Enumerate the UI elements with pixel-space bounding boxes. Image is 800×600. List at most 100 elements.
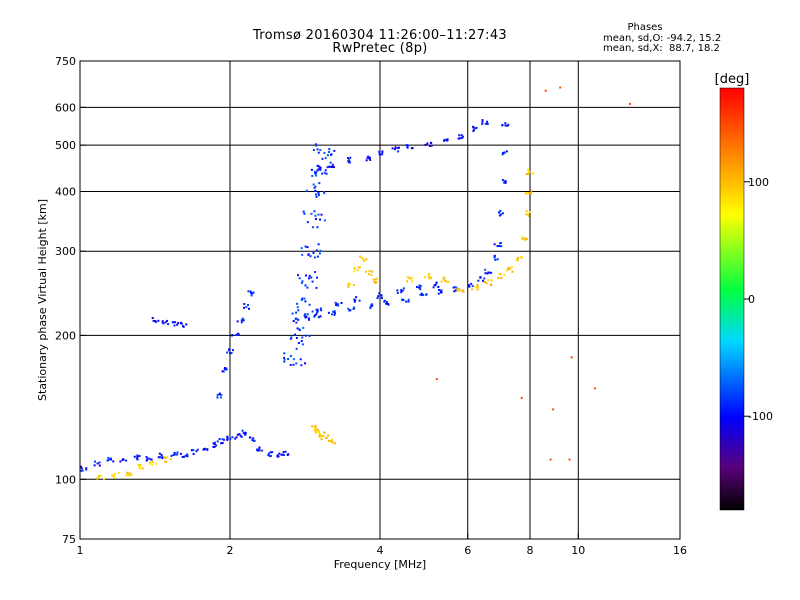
data-point (475, 126, 478, 129)
data-point (218, 392, 221, 395)
data-point (498, 211, 501, 214)
data-point (378, 292, 381, 295)
data-point (221, 370, 224, 373)
data-point (284, 450, 287, 453)
data-point (314, 185, 317, 188)
data-point (316, 308, 319, 311)
data-point (300, 247, 303, 250)
data-point (402, 287, 405, 290)
colorbar-tick-label: -100 (748, 410, 773, 423)
data-point (128, 472, 131, 475)
data-point (276, 454, 279, 457)
data-point (125, 459, 128, 462)
data-point (220, 442, 223, 445)
data-point (314, 214, 317, 217)
data-point (216, 396, 219, 399)
data-point (472, 125, 475, 128)
data-point (516, 259, 519, 262)
data-point (149, 458, 152, 461)
data-point (333, 442, 336, 445)
data-point (308, 303, 311, 306)
data-point (484, 268, 487, 271)
data-point (318, 315, 320, 318)
y-tick-label: 100 (55, 473, 76, 486)
data-point (484, 272, 487, 275)
data-point (316, 165, 319, 167)
data-point (317, 213, 320, 216)
data-point (251, 292, 254, 295)
data-point (503, 181, 506, 184)
data-point (174, 321, 177, 324)
data-point (501, 153, 504, 156)
data-point (347, 307, 350, 310)
data-point (311, 425, 314, 428)
data-point (234, 437, 237, 440)
data-point (489, 283, 492, 286)
data-point (504, 124, 507, 127)
data-point (484, 122, 487, 125)
data-point (353, 267, 356, 270)
data-point (319, 218, 321, 221)
data-point (496, 245, 499, 248)
data-point (161, 320, 164, 323)
data-point (498, 273, 501, 275)
data-point (303, 314, 306, 317)
y-tick-label: 500 (55, 139, 76, 152)
data-point (462, 290, 465, 293)
data-point (230, 334, 233, 337)
data-point (323, 171, 326, 174)
data-point (302, 210, 305, 213)
data-point (306, 246, 309, 249)
data-point (324, 157, 327, 160)
data-point (330, 153, 332, 156)
data-point (282, 451, 285, 453)
data-point (508, 267, 511, 270)
data-point (173, 324, 176, 327)
data-point (321, 172, 324, 175)
data-point (258, 447, 261, 450)
data-point (445, 280, 448, 283)
data-point (296, 302, 298, 305)
data-point (107, 458, 110, 461)
data-point (85, 467, 88, 470)
data-point (312, 149, 315, 151)
data-point (316, 169, 319, 172)
data-point (183, 455, 186, 458)
data-point (192, 449, 195, 452)
data-point (151, 460, 154, 463)
data-point (315, 144, 318, 147)
data-point (499, 242, 502, 244)
data-point (435, 378, 438, 381)
data-point (397, 150, 400, 153)
data-point (498, 245, 501, 247)
data-point (179, 452, 182, 455)
data-point (300, 364, 303, 367)
data-point (242, 319, 245, 322)
data-point (318, 165, 321, 168)
data-point (474, 286, 477, 288)
data-point (353, 306, 356, 309)
data-point (181, 455, 184, 458)
data-point (311, 226, 314, 229)
data-point (319, 149, 322, 151)
colorbar-tick-label: 0 (748, 293, 755, 306)
data-point (212, 442, 215, 445)
data-point (313, 210, 316, 213)
data-point (172, 321, 175, 324)
data-point (312, 183, 315, 186)
data-point (447, 280, 450, 283)
data-point (494, 258, 497, 261)
data-point (133, 455, 136, 458)
data-point (161, 457, 164, 460)
data-point (213, 443, 216, 445)
data-point (502, 152, 505, 155)
data-point (283, 360, 286, 363)
data-point (158, 452, 161, 455)
data-point (117, 471, 120, 474)
data-point (297, 274, 299, 277)
data-point (300, 281, 303, 284)
data-point (368, 273, 370, 276)
data-point (471, 285, 474, 288)
data-point (378, 150, 381, 153)
data-point (529, 192, 531, 195)
